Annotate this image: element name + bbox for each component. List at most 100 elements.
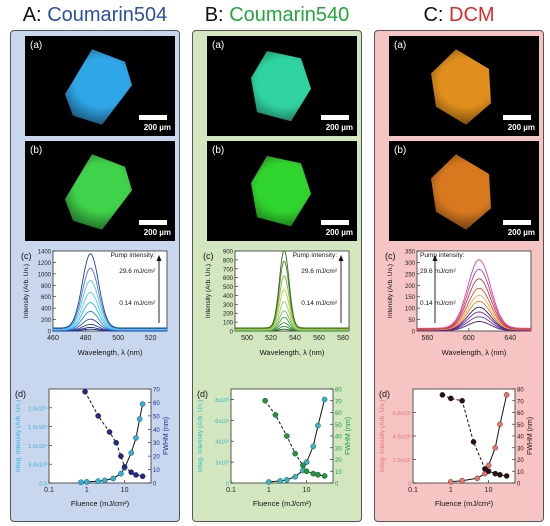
plot-area [52,250,168,332]
pump-high-label: 29.6 mJ/cm² [119,268,156,275]
fwhm-point [82,388,88,395]
pump-high-label: 29.6 mJ/cm² [301,268,338,275]
fwhm-point [139,473,146,480]
plot-area [412,388,516,484]
y-tick-label: 4x10³ [215,440,229,446]
panel-box: (a) 200 µm (b) 200 µm 500 520 540 560 580 0 100 200… [192,30,362,522]
fluence-chart: 0.1 1 10 0 2x10³ 4x10³ 6x10³ 8x10³ 0 10 20 30 40 50 60… [197,388,352,509]
fwhm-point [497,471,503,478]
y-axis-label: Intensity (Arb. Un.) [387,264,394,318]
y2-axis-label: FWHM (nm) [527,417,534,455]
y2-tick-label: 40 [335,435,342,441]
y-tick-label: 200 [41,318,52,324]
x-axis-label: Fluence (mJ/cm²) [253,499,312,508]
y-tick-label: 300 [405,261,416,267]
y2-tick-label: 60 [153,401,160,407]
x-tick-label: 540 [289,335,301,342]
crystal-image [431,49,491,125]
x-tick-label: 560 [422,335,434,342]
fwhm-point [503,473,510,479]
fwhm-point [470,439,477,445]
y-tick-label: 4.0x10³ [393,435,412,441]
fwhm-point [106,429,113,435]
y2-tick-label: 50 [517,423,524,429]
y2-tick-label: 20 [335,458,342,464]
column-title: C: DCM [370,2,548,28]
intensity-point [136,416,143,422]
y-tick-label: 200 [223,312,234,318]
scale-label: 200 µm [143,123,171,132]
x-tick-label: 1 [85,487,89,494]
x-tick-label: 480 [80,335,92,342]
crystal-image [251,156,311,227]
micrograph-b: (b) 200 µm [207,141,357,241]
y-tick-label: 800 [223,258,234,264]
intensity-point [303,459,310,465]
scale-label: 200 µm [325,228,353,237]
fwhm-point [133,472,139,478]
chart-label: (c) [21,251,32,261]
intensity-point [474,475,481,482]
crystal-image [431,154,491,230]
scale-bar [139,115,167,120]
y-tick-label: 500 [223,285,234,291]
x-tick-label: 0.1 [408,487,418,494]
micrograph-a: (a) 200 µm [389,36,539,136]
y-tick-label: 350 [405,250,416,256]
y-tick-label: 0.0 [39,482,47,488]
x-tick-label: 580 [337,335,349,342]
y2-tick-label: 80 [517,388,524,394]
column-0: A: Coumarin504 (a) 200 µm (b) 200 µm 460 480 50… [6,0,184,526]
crystal-image [251,51,311,122]
pump-arrow-head [156,255,162,261]
y2-tick-label: 30 [517,446,524,452]
x-tick-label: 460 [47,335,59,342]
pump-arrow-head [338,255,344,261]
y-tick-label: 250 [405,272,416,278]
scale-bar [321,220,349,225]
y-tick-label: 400 [41,307,52,313]
fwhm-point [303,468,310,475]
intensity-point [277,478,283,484]
y2-tick-label: 50 [335,423,342,429]
y2-tick-label: 40 [517,435,524,441]
pump-intensity-label: Pump intensity: [111,252,156,259]
y-tick-label: 600 [41,295,52,301]
dye-name: Coumarin540 [229,4,350,26]
x-tick-label: 520 [265,335,277,342]
intensity-point [265,479,272,485]
y2-tick-label: 30 [153,441,160,447]
y2-tick-label: 0 [517,482,521,488]
pump-low-label: 0.14 mJ/cm² [119,300,156,307]
spectrum-curve [53,253,167,329]
fwhm-point [459,397,465,404]
x-axis-label: Fluence (mJ/cm²) [435,499,494,508]
y-tick-label: 2.0x10³ [393,458,412,464]
x-tick-label: 500 [112,335,124,342]
intensity-point [139,401,146,407]
y-tick-label: 1200 [38,261,52,267]
intensity-point [284,477,290,483]
micrograph-b: (b) 200 µm [389,141,539,241]
y-tick-label: 2x10³ [215,461,229,467]
fwhm-point [292,450,299,457]
x-axis-label: Wavelength, λ (nm) [442,348,507,357]
spectrum-chart: 500 520 540 560 580 0 100 200 300 400 500 600 700 800… [203,250,350,357]
y-tick-label: 1.0x10⁴ [28,443,48,450]
y2-tick-label: 70 [517,399,524,405]
intensity-point [503,392,510,398]
intensity-point [321,396,328,403]
intensity-point [497,421,503,428]
subpanel-label: (a) [212,40,225,51]
x-axis-label: Wavelength, λ (nm) [260,348,325,357]
x-tick-label: 520 [145,335,157,342]
chart-label: (d) [197,389,208,399]
fwhm-point [310,470,317,477]
y-tick-label: 2.0x10⁴ [28,405,48,412]
crystal-image [65,49,132,125]
fwhm-point [492,470,499,477]
chart-label: (c) [203,251,214,261]
y-tick-label: 0 [412,330,416,336]
scale-label: 200 µm [507,228,535,237]
fwhm-point [485,468,492,475]
